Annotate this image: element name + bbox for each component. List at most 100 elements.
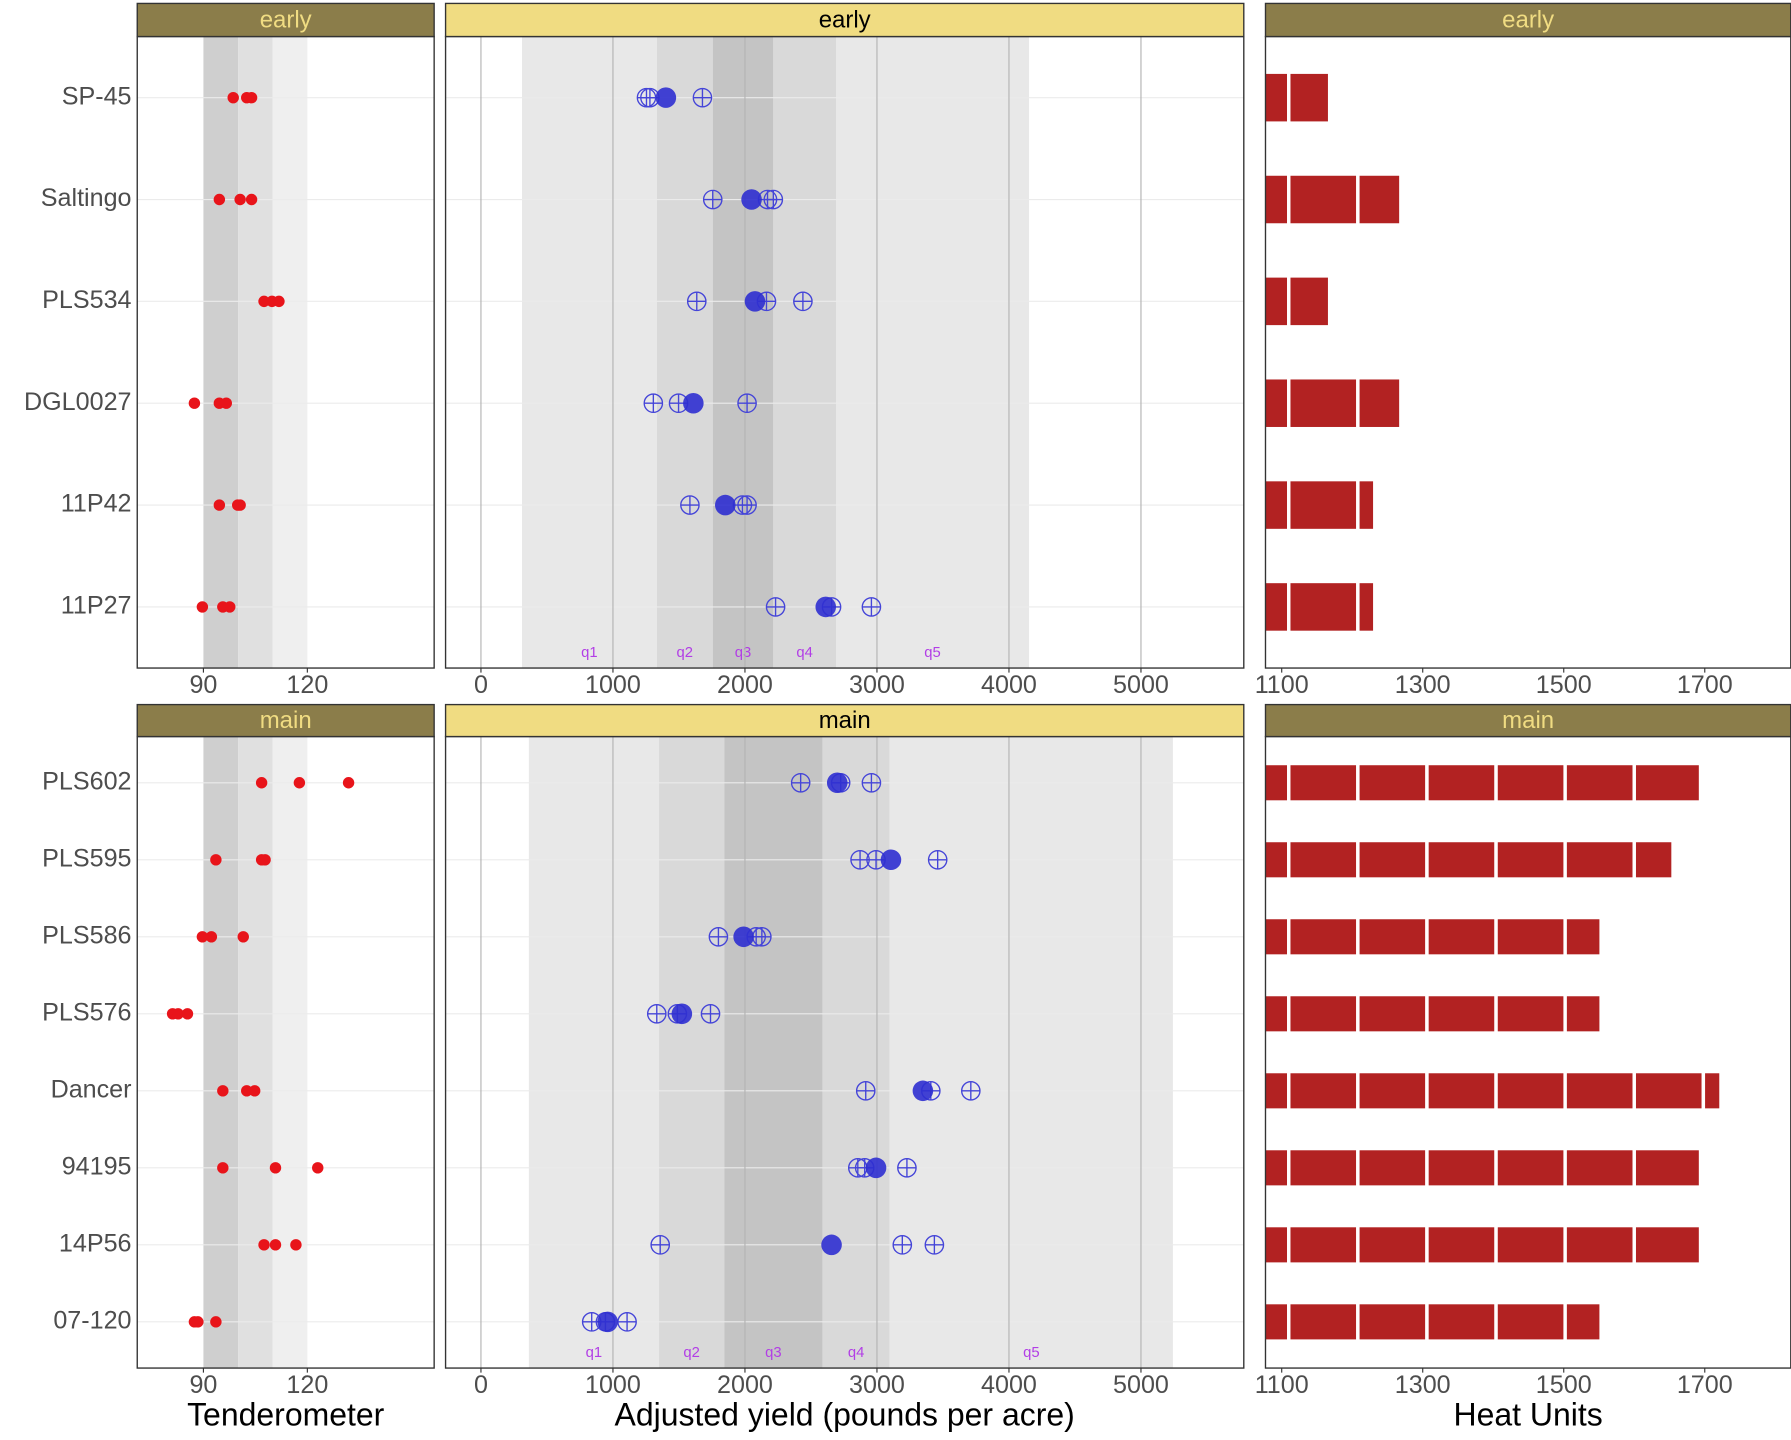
replicate-point — [646, 1003, 667, 1024]
band-label: q2 — [677, 645, 694, 661]
replicate-point — [752, 926, 772, 947]
panel — [1265, 736, 1791, 1369]
bar-segment — [1494, 1069, 1567, 1112]
mean-point — [744, 291, 766, 312]
band — [272, 36, 308, 669]
replicate-point — [700, 1003, 721, 1024]
bar-segment — [1356, 1300, 1429, 1343]
replicate-point — [650, 1235, 671, 1255]
mean-point — [597, 1311, 618, 1333]
bar-segment — [1632, 1223, 1703, 1266]
bar-segment — [1287, 761, 1360, 804]
bar-segment — [1563, 915, 1603, 958]
point — [234, 193, 246, 206]
x-tick-label: 1000 — [585, 1371, 641, 1399]
band — [528, 736, 660, 1369]
bar-segment — [1425, 1146, 1498, 1189]
bar-segment — [1563, 1300, 1603, 1343]
strip-label: main — [819, 707, 871, 734]
x-tick-label: 1100 — [1255, 671, 1309, 699]
x-tick-label: 1700 — [1677, 671, 1733, 699]
bar-segment — [1425, 1223, 1498, 1266]
band — [712, 36, 774, 669]
bar-segment — [1494, 1223, 1567, 1266]
category-label: 11P27 — [61, 592, 132, 620]
replicate-point — [737, 393, 757, 414]
mean-point — [865, 1157, 887, 1179]
category-label: 11P42 — [61, 490, 132, 518]
band — [203, 36, 239, 669]
point — [234, 499, 246, 511]
bar-segment — [1632, 761, 1703, 804]
x-tick-label: 1500 — [1536, 1371, 1592, 1399]
bar-segment — [1356, 1223, 1429, 1266]
bar-segment — [1287, 172, 1360, 227]
panel — [137, 36, 435, 669]
replicate-point — [855, 1080, 876, 1101]
bar-segment — [1632, 838, 1675, 881]
bar-segment — [1425, 1069, 1498, 1112]
replicate-point — [692, 87, 713, 108]
point — [342, 777, 355, 789]
mean-point — [821, 1234, 842, 1256]
bar-segment — [1563, 838, 1636, 881]
bar-segment — [1494, 838, 1567, 881]
replicate-point — [793, 291, 813, 312]
replicate-point — [927, 849, 948, 870]
strip — [444, 2, 1245, 38]
replicate-point — [708, 926, 729, 947]
bar-segment — [1356, 477, 1377, 533]
point — [210, 1316, 222, 1328]
point — [245, 193, 258, 206]
category-label: SP-45 — [62, 82, 132, 110]
x-tick-label: 4000 — [981, 671, 1037, 699]
strip-label: main — [260, 707, 312, 734]
strip — [444, 703, 1245, 738]
band — [889, 736, 1173, 1369]
band-label: q5 — [1023, 1345, 1040, 1361]
bar-segment — [1356, 915, 1429, 958]
bar-segment — [1287, 1223, 1360, 1266]
point — [227, 91, 239, 104]
band — [203, 736, 239, 1369]
x-tick-label: 1100 — [1255, 1371, 1309, 1399]
bar-segment — [1287, 477, 1360, 533]
point — [269, 1162, 282, 1174]
strip — [136, 2, 435, 38]
band-label: q3 — [765, 1345, 782, 1361]
band — [659, 736, 725, 1369]
bar-segment — [1356, 172, 1403, 227]
mean-point — [815, 596, 837, 618]
replicate-point — [765, 597, 786, 617]
bar-segment — [1356, 1146, 1429, 1189]
strip-label: early — [819, 6, 871, 33]
mean-point — [733, 926, 754, 948]
band-label: q1 — [586, 1345, 603, 1361]
panel — [137, 736, 435, 1369]
point — [293, 777, 306, 789]
band-label: q5 — [924, 645, 941, 661]
category-label: Dancer — [51, 1075, 132, 1103]
point — [181, 1008, 194, 1020]
point — [224, 601, 236, 613]
bar-segment — [1287, 376, 1360, 431]
panel-background — [1265, 736, 1791, 1369]
replicate-point — [617, 1312, 637, 1332]
mean-point — [741, 189, 762, 210]
panel: q1 q2 q3 q4 q5 — [445, 36, 1244, 669]
bar-segment — [1494, 915, 1567, 958]
x-tick-label: 1300 — [1395, 671, 1451, 699]
category-label: PLS602 — [42, 767, 131, 795]
bar-segment — [1425, 761, 1498, 804]
strip-label: early — [1502, 6, 1554, 33]
point — [172, 1008, 184, 1020]
band-label: q4 — [848, 1345, 865, 1361]
bar-segment — [1287, 274, 1332, 329]
band — [522, 36, 657, 669]
bar-segment — [1632, 1146, 1703, 1189]
bar-segment — [1356, 761, 1429, 804]
x-tick-label: 0 — [474, 1371, 488, 1399]
band — [773, 36, 837, 669]
bar-segment — [1701, 1069, 1723, 1112]
